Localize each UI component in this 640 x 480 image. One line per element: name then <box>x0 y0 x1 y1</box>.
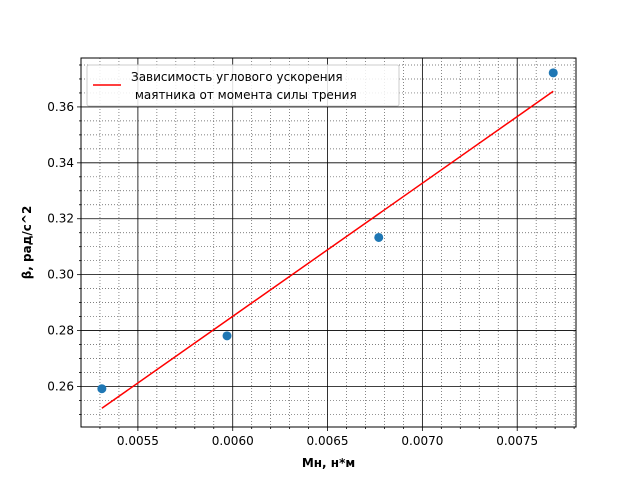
x-tick-label: 0.0060 <box>212 434 254 448</box>
data-point <box>548 68 558 78</box>
legend-entry-label: Зависимость углового ускорения маятника … <box>131 70 357 102</box>
major-grid <box>81 58 576 427</box>
y-tick-label: 0.28 <box>47 324 74 338</box>
y-tick-label: 0.30 <box>47 268 74 282</box>
x-tick-label: 0.0065 <box>307 434 349 448</box>
data-point <box>374 232 384 242</box>
x-tick-label: 0.0070 <box>401 434 443 448</box>
y-tick-label: 0.36 <box>47 100 74 114</box>
fit-line <box>101 90 554 409</box>
y-tick-label: 0.26 <box>47 379 74 393</box>
y-tick-label: 0.34 <box>47 156 74 170</box>
y-axis-label: β, рад/с^2 <box>20 206 34 280</box>
x-axis-label: Мн, н*м <box>302 456 355 470</box>
data-point <box>97 384 107 394</box>
y-tick-label: 0.32 <box>47 212 74 226</box>
legend-entry-line: Зависимость углового ускорения <box>131 70 343 84</box>
series-layer <box>97 68 558 409</box>
axis-ticks: 0.0055 0.0060 0.0065 0.0070 0.0075 0.26 0.28 0.… <box>47 64 575 448</box>
x-tick-label: 0.0075 <box>496 434 538 448</box>
legend-box <box>86 64 400 107</box>
legend: Зависимость углового ускорения маятника … <box>86 64 400 107</box>
x-tick-label: 0.0055 <box>117 434 159 448</box>
data-point <box>222 331 232 341</box>
plot-frame <box>80 57 577 428</box>
legend-entry-line: маятника от момента силы трения <box>131 88 357 102</box>
